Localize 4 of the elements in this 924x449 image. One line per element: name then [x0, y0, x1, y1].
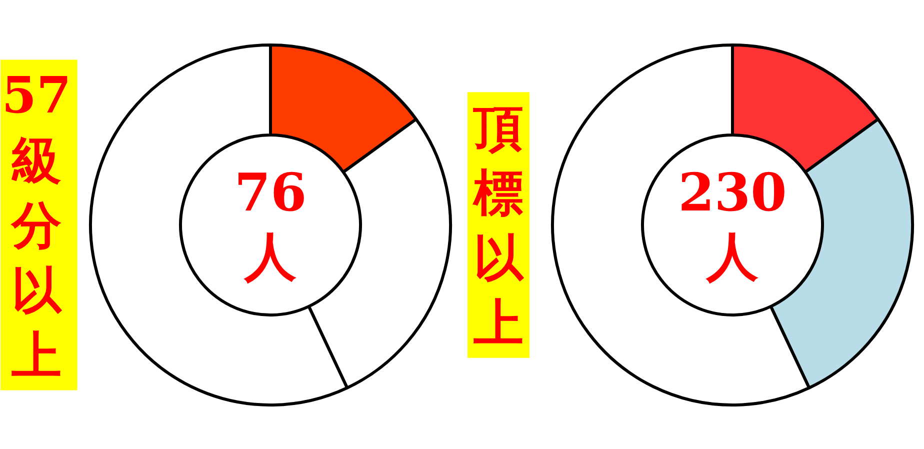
text: 頂標以上	[472, 98, 524, 352]
text: 230人	[678, 162, 787, 288]
text: 57級分以上	[2, 66, 72, 384]
text: 76人	[234, 162, 307, 288]
